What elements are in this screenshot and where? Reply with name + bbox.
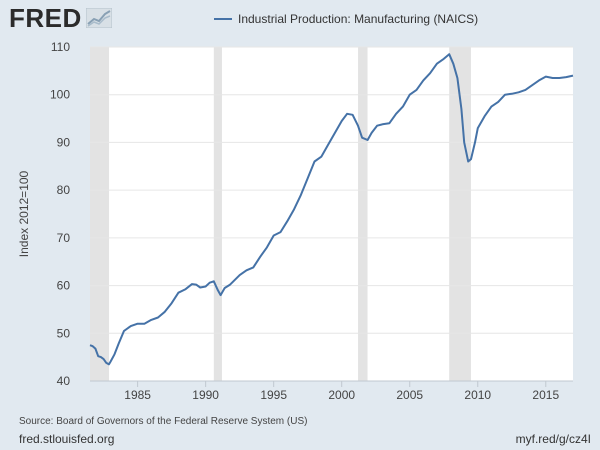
x-tick-label: 2000 <box>328 388 355 402</box>
short-link[interactable]: myf.red/g/cz4I <box>515 432 591 446</box>
y-tick-label: 100 <box>50 88 70 102</box>
x-tick-label: 2015 <box>532 388 559 402</box>
y-tick-label: 110 <box>51 40 70 54</box>
x-tick-label: 1995 <box>260 388 287 402</box>
fred-logo[interactable]: FRED <box>9 5 112 31</box>
x-tick-label: 1990 <box>192 388 219 402</box>
y-axis-label: Index 2012=100 <box>17 170 31 257</box>
x-tick-label: 2010 <box>464 388 491 402</box>
recession-band-1 <box>213 47 222 381</box>
series-line-manufacturing <box>89 53 574 366</box>
plot-area <box>90 47 573 381</box>
source-note: Source: Board of Governors of the Federa… <box>19 416 308 427</box>
chart-legend: Industrial Production: Manufacturing (NA… <box>214 12 478 26</box>
x-tick-label: 1985 <box>124 388 151 402</box>
y-tick-label: 60 <box>57 279 71 293</box>
legend-label: Industrial Production: Manufacturing (NA… <box>238 12 479 26</box>
y-tick-label: 90 <box>57 135 71 149</box>
fred-graph-icon <box>85 8 112 28</box>
site-link[interactable]: fred.stlouisfed.org <box>19 432 115 446</box>
recession-band-2 <box>358 47 368 381</box>
x-tick-label: 2005 <box>396 388 423 402</box>
y-tick-label: 50 <box>57 326 71 340</box>
recession-band-3 <box>449 47 471 381</box>
y-tick-label: 70 <box>57 231 71 245</box>
y-tick-label: 80 <box>57 183 71 197</box>
legend-swatch <box>214 18 232 20</box>
recession-band-0 <box>90 47 110 381</box>
y-tick-label: 40 <box>57 374 71 388</box>
fred-logo-text: FRED <box>9 3 82 33</box>
